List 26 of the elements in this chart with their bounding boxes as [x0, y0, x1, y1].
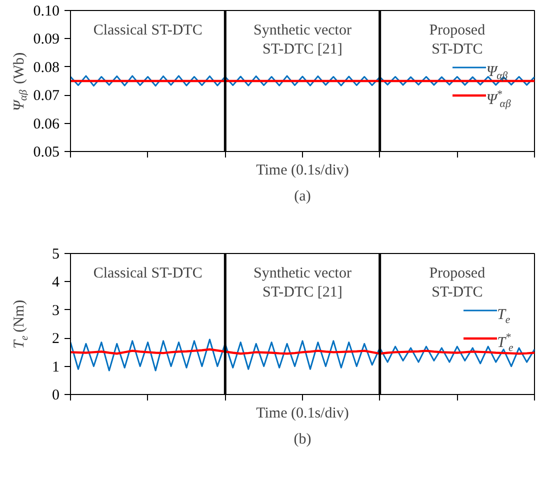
y-tick-label: 0.05: [33, 144, 60, 160]
y-tick-label: 4: [52, 274, 60, 291]
y-tick-label: 0.08: [33, 60, 60, 76]
y-tick-label: 0.10: [33, 4, 60, 20]
line-series: [70, 338, 534, 372]
y-tick-label: 0.07: [33, 88, 60, 104]
annotation: Proposed ST-DTC: [429, 266, 486, 301]
x-axis-title: Time (0.1s/div): [256, 406, 349, 422]
x-axis-title: Time (0.1s/div): [256, 162, 349, 178]
y-tick-label: 2: [52, 331, 60, 348]
y-tick-label: 0.09: [33, 32, 60, 48]
annotation: Proposed ST-DTC: [429, 22, 486, 58]
annotation: Synthetic vector ST-DTC [21]: [254, 22, 352, 58]
annotation: Classical ST-DTC: [93, 22, 202, 38]
y-tick-label: 3: [52, 302, 60, 319]
y-axis-title: Te (Nm): [12, 300, 30, 349]
y-tick-label: 1: [52, 359, 60, 376]
y-tick-label: 5: [52, 246, 60, 262]
legend-label: Ψ*αβ: [486, 88, 512, 110]
y-tick-label: 0.06: [33, 116, 60, 132]
annotation: Synthetic vector ST-DTC [21]: [254, 266, 352, 301]
annotation: Classical ST-DTC: [93, 266, 202, 282]
text: (b): [294, 432, 312, 448]
text: (a): [294, 188, 311, 204]
y-tick-label: 0: [52, 388, 60, 404]
legend-label: T*e: [497, 331, 514, 354]
